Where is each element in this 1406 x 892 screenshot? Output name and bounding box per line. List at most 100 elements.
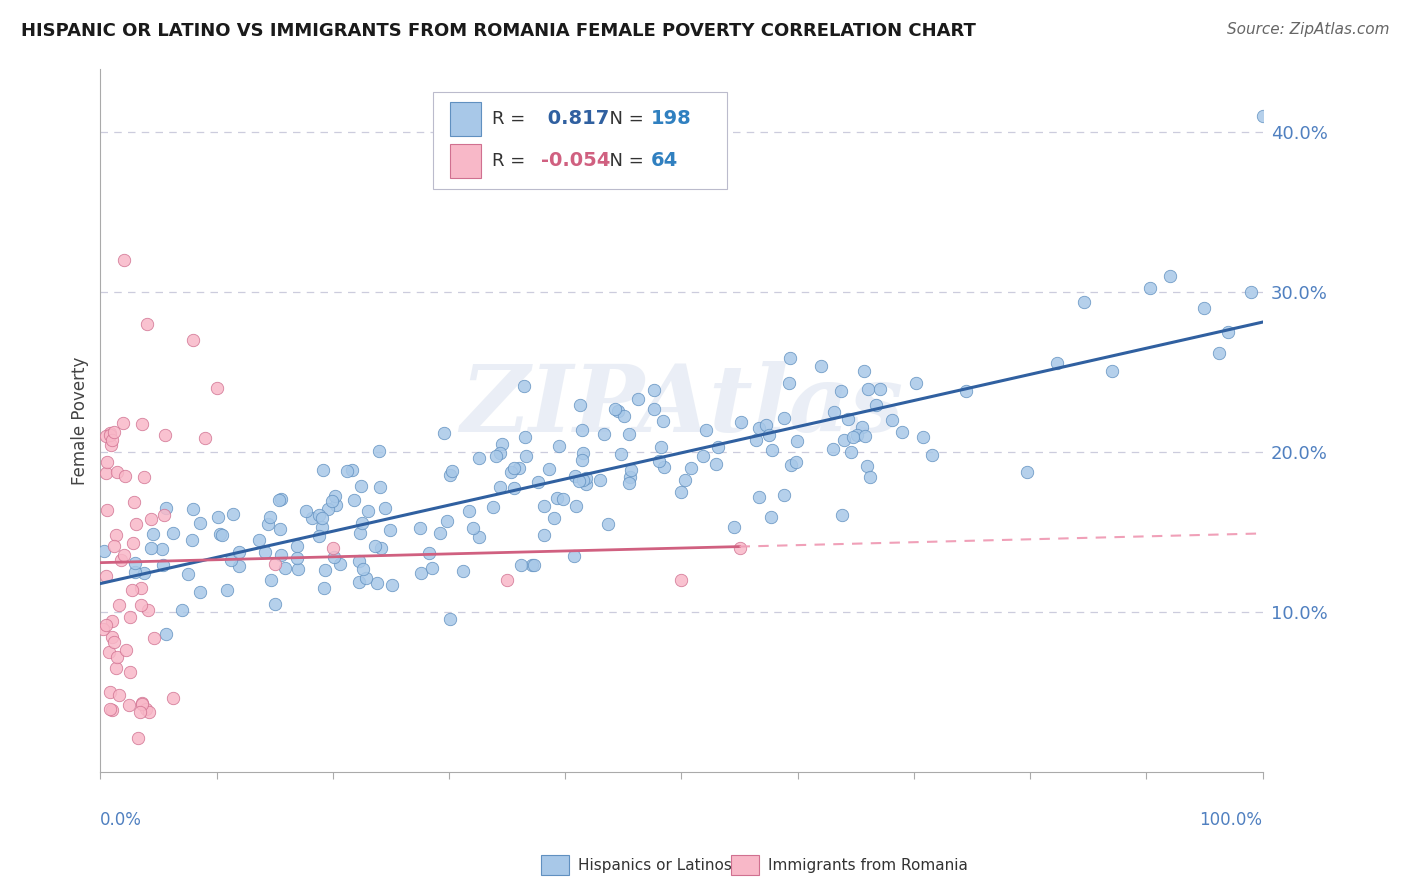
Point (257, 517, 280, 532)
Point (571, 473, 593, 487)
Point (114, 469, 136, 483)
Point (620, 463, 643, 477)
Point (436, 514, 458, 528)
Point (1208, 346, 1230, 360)
Point (325, 498, 347, 512)
Point (626, 392, 648, 406)
Point (1101, 364, 1123, 378)
Point (311, 511, 333, 525)
Point (105, 465, 128, 479)
Point (131, 417, 153, 432)
Point (515, 449, 537, 463)
Point (228, 559, 250, 574)
Point (468, 530, 491, 544)
Point (222, 507, 245, 521)
Y-axis label: Female Poverty: Female Poverty (72, 356, 89, 484)
Point (368, 480, 391, 494)
Point (571, 423, 593, 437)
Point (285, 539, 308, 553)
Point (1216, 326, 1239, 340)
Point (508, 460, 530, 475)
Text: R =: R = (492, 152, 531, 169)
Point (336, 464, 359, 478)
Point (98, 645, 121, 659)
Point (846, 428, 869, 442)
Point (322, 541, 344, 556)
Point (911, 430, 934, 444)
Point (124, 556, 146, 570)
Point (100, 630, 122, 644)
Point (755, 418, 778, 433)
Point (135, 318, 157, 332)
Point (321, 494, 343, 508)
Point (112, 548, 135, 562)
Point (869, 382, 891, 396)
Point (810, 359, 832, 373)
Point (851, 420, 873, 434)
Point (205, 381, 228, 395)
Point (301, 511, 323, 525)
Point (259, 574, 281, 588)
Point (93, 622, 115, 636)
Point (593, 427, 616, 442)
Point (890, 425, 912, 440)
Point (496, 574, 519, 588)
Point (121, 582, 143, 597)
Point (295, 504, 318, 518)
Point (180, 533, 202, 548)
Point (349, 525, 371, 540)
Point (533, 499, 555, 513)
Point (247, 533, 270, 548)
Text: Immigrants from Romania: Immigrants from Romania (768, 858, 967, 872)
Point (1073, 294, 1095, 309)
Point (132, 566, 155, 581)
Point (882, 413, 904, 427)
Point (135, 702, 157, 716)
Point (730, 415, 752, 429)
Point (112, 253, 135, 268)
Point (347, 574, 370, 589)
Point (155, 427, 177, 442)
Point (1139, 281, 1161, 295)
Point (96, 503, 118, 517)
Point (381, 577, 404, 591)
Point (127, 731, 149, 745)
Point (110, 553, 132, 567)
Point (523, 558, 546, 572)
Point (723, 520, 745, 534)
Point (607, 404, 630, 418)
Point (610, 447, 633, 461)
Point (785, 455, 807, 469)
Point (263, 558, 285, 572)
Point (761, 442, 783, 457)
Point (150, 541, 173, 556)
Point (904, 376, 927, 391)
Point (329, 557, 352, 571)
Point (411, 566, 433, 580)
Point (128, 705, 150, 719)
Point (152, 508, 174, 523)
Point (679, 461, 702, 475)
Point (215, 583, 238, 598)
Point (96, 467, 118, 481)
Point (366, 575, 388, 590)
Text: 198: 198 (651, 109, 692, 128)
Text: R =: R = (492, 110, 531, 128)
Point (837, 411, 859, 425)
Point (311, 520, 333, 534)
Point (254, 544, 277, 558)
Point (152, 558, 174, 572)
Point (118, 609, 141, 624)
Point (748, 490, 770, 504)
Point (98, 427, 121, 442)
Point (617, 475, 640, 490)
Point (316, 502, 339, 516)
Point (105, 528, 128, 542)
Point (181, 334, 204, 348)
Point (285, 550, 308, 565)
Point (575, 471, 598, 485)
Point (575, 477, 598, 491)
Point (269, 522, 291, 536)
Point (865, 398, 887, 412)
Point (93, 544, 115, 558)
